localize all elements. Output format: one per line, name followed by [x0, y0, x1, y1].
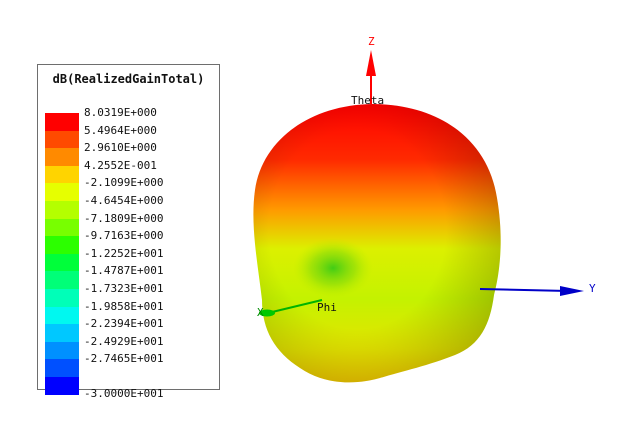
legend-row: 8.0319E+000	[38, 106, 219, 131]
legend-row: 2.9610E+000	[38, 141, 219, 166]
legend-swatch	[45, 271, 79, 289]
legend-swatch	[45, 236, 79, 254]
legend-row: -7.1809E+000	[38, 212, 219, 237]
legend-swatch	[45, 165, 79, 184]
legend-row: -1.2252E+001	[38, 247, 219, 272]
legend-value-label: 4.2552E-001	[84, 158, 157, 172]
legend-swatch	[45, 183, 79, 201]
legend-value-label: -2.1099E+000	[84, 176, 164, 190]
legend-row: -2.4929E+001	[38, 335, 219, 360]
legend-swatch	[45, 130, 79, 149]
legend-value-label: -4.6454E+000	[84, 193, 164, 207]
legend-swatch	[45, 200, 79, 219]
legend-row: 5.4964E+000	[38, 124, 219, 149]
legend-row: 4.2552E-001	[38, 159, 219, 184]
x-axis-label: X	[257, 306, 264, 319]
legend-value-label: -2.7465E+001	[84, 352, 164, 366]
legend-swatch	[45, 341, 79, 360]
legend-value-label: -7.1809E+000	[84, 211, 164, 225]
legend-swatch	[45, 359, 79, 377]
legend-row: -1.9858E+001	[38, 300, 219, 325]
legend-value-label: -3.0000E+001	[84, 386, 164, 400]
z-axis-label: Z	[368, 35, 375, 48]
y-axis-line	[479, 288, 569, 292]
legend-value-label: -1.9858E+001	[84, 299, 164, 313]
phi-label: Phi	[317, 301, 337, 314]
x-axis-arrowhead	[259, 309, 275, 317]
legend-value-label: -1.7323E+001	[84, 281, 164, 295]
pattern-shading	[253, 104, 501, 383]
legend-row: -1.4787E+001	[38, 264, 219, 289]
legend-value-label: 2.9610E+000	[84, 141, 157, 155]
legend-swatch	[45, 148, 79, 166]
legend-swatch	[45, 218, 79, 237]
legend-value-label: 8.0319E+000	[84, 106, 157, 119]
legend-swatch	[45, 324, 79, 342]
pattern-null-region	[293, 238, 373, 298]
legend-value-label: -2.2394E+001	[84, 317, 164, 331]
x-axis-line	[267, 299, 323, 314]
theta-label: Theta	[351, 94, 384, 107]
legend-row: -2.2394E+001	[38, 317, 219, 342]
legend-row: -3.0000E+001	[38, 376, 219, 400]
color-legend: dB(RealizedGainTotal) 8.0319E+000 5.4964E…	[37, 64, 220, 400]
legend-value-label: -1.2252E+001	[84, 246, 164, 260]
legend-title: dB(RealizedGainTotal)	[52, 72, 205, 86]
legend-swatch	[45, 253, 79, 272]
legend-row: -4.6454E+000	[38, 194, 219, 219]
legend-value-label: -2.4929E+001	[84, 334, 164, 348]
legend-scale: 8.0319E+000 5.4964E+000 2.9610E+000 4.2552E…	[38, 106, 219, 400]
z-axis-arrowhead	[366, 50, 376, 76]
legend-swatch	[45, 306, 79, 325]
legend-value-label: -1.4787E+001	[84, 264, 164, 278]
y-axis-arrowhead	[560, 286, 584, 296]
legend-value-label: -9.7163E+000	[84, 229, 164, 243]
legend-row: -9.7163E+000	[38, 229, 219, 254]
legend-swatch	[45, 376, 79, 395]
legend-value-label: 5.4964E+000	[84, 123, 157, 137]
legend-row: -2.7465E+001	[38, 352, 219, 377]
legend-swatch	[45, 288, 79, 307]
legend-swatch	[45, 113, 79, 131]
legend-row: -2.1099E+000	[38, 176, 219, 201]
legend-row: -1.7323E+001	[38, 282, 219, 307]
y-axis-label: Y	[589, 282, 596, 295]
